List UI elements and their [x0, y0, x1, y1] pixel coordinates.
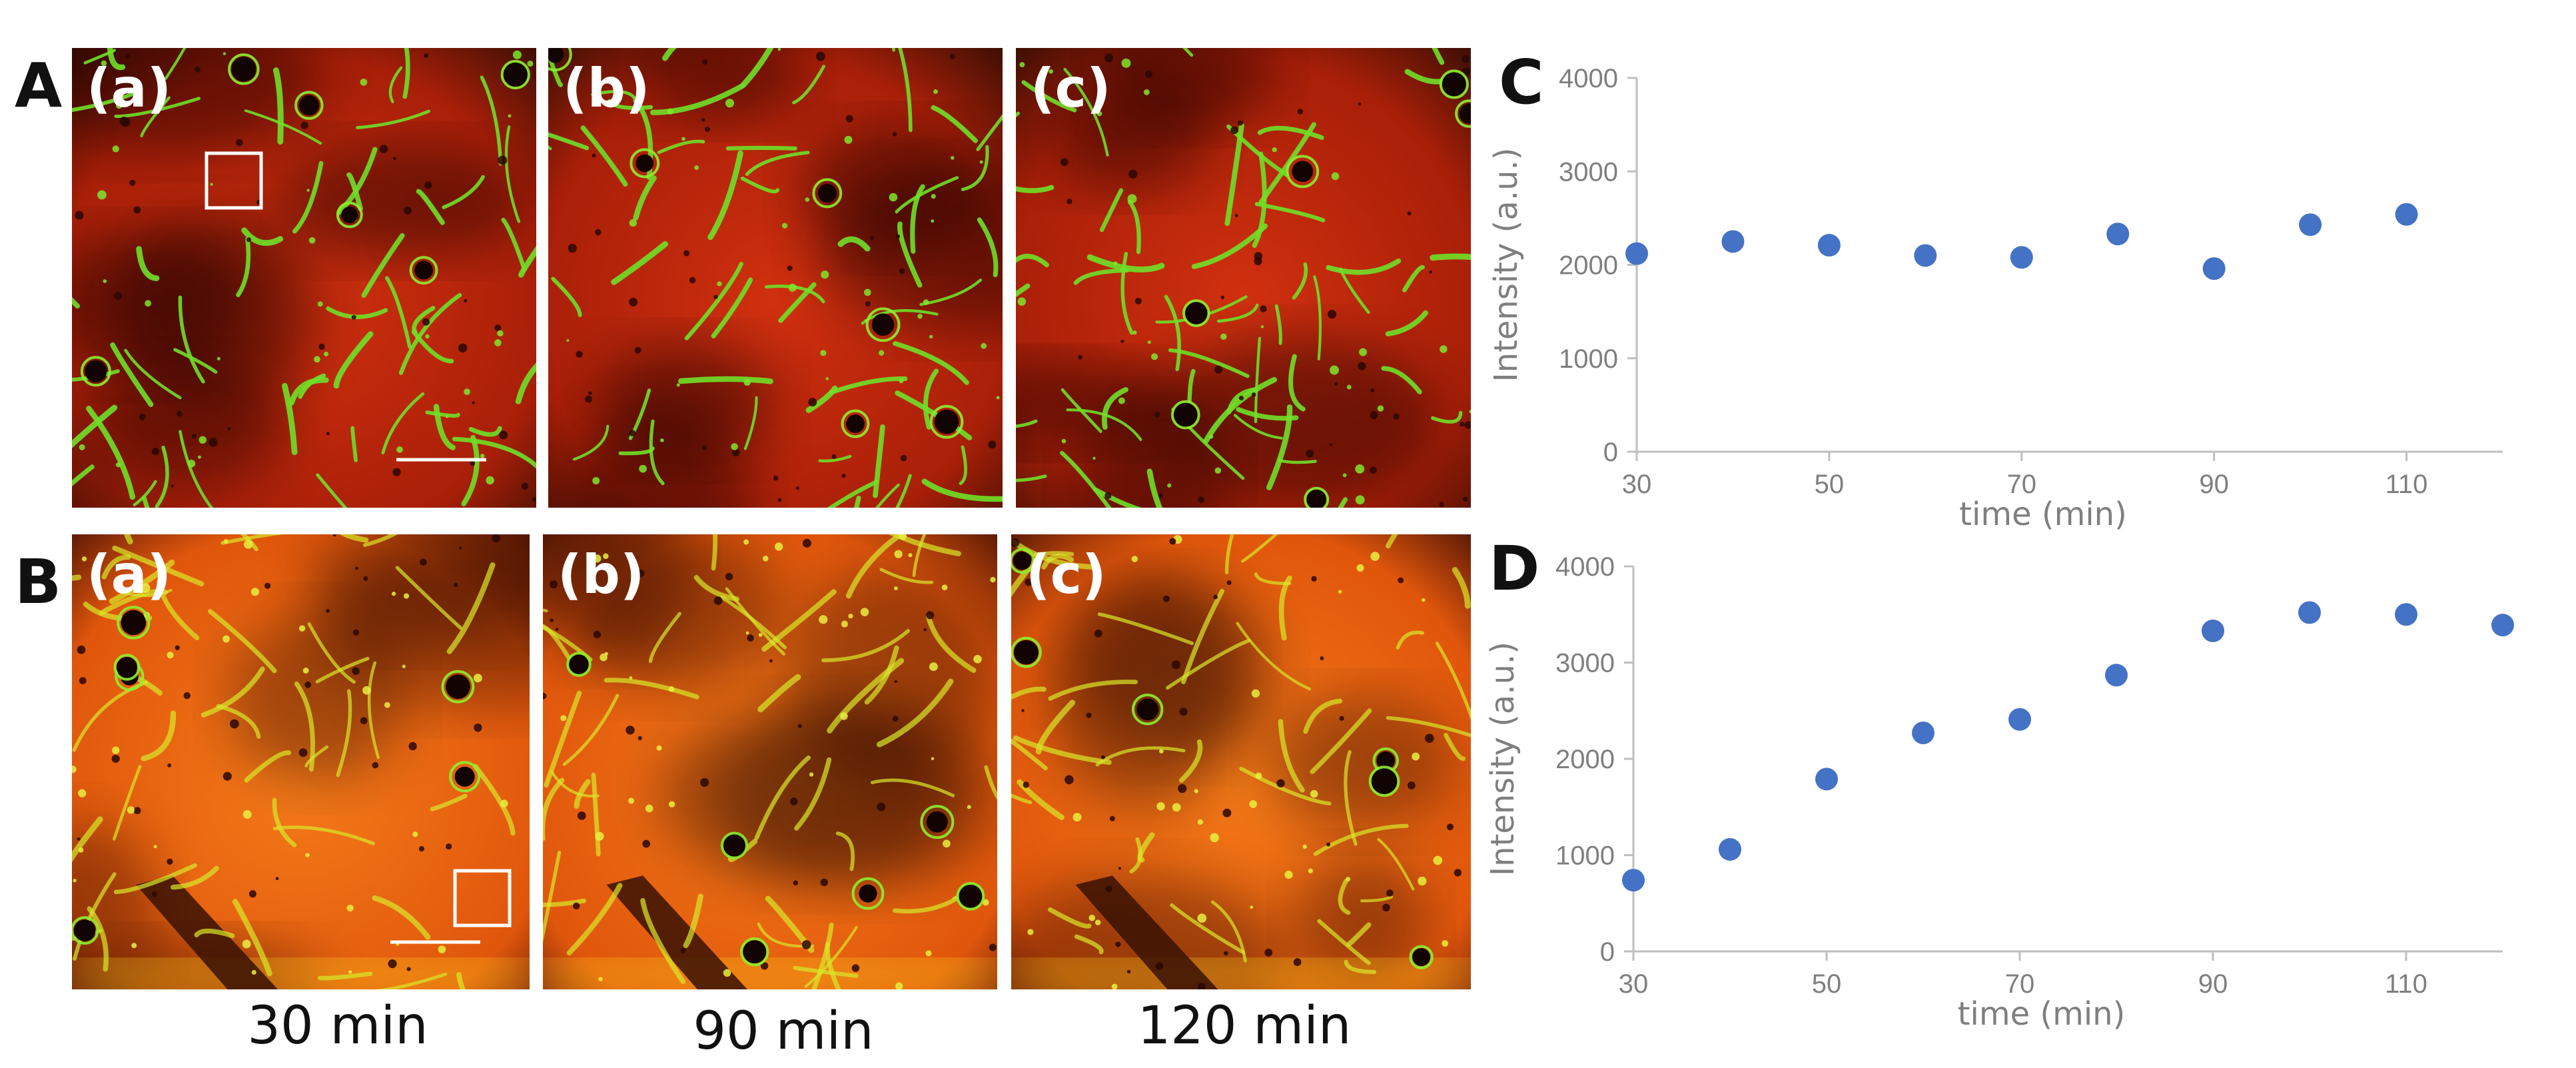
micrograph-texture	[1011, 534, 1471, 989]
sub-label-a-c: (c)	[1031, 57, 1111, 119]
data-point	[2010, 246, 2033, 269]
micrograph-texture	[72, 48, 536, 508]
micrograph-texture	[543, 534, 997, 989]
x-tick-label: 90	[2198, 969, 2228, 999]
data-point	[1719, 837, 1741, 861]
x-tick-label: 30	[1619, 969, 1649, 999]
row-label-a: A	[15, 50, 63, 121]
data-point	[2008, 708, 2031, 731]
data-point	[2395, 603, 2417, 626]
sub-label-b-a: (a)	[87, 544, 172, 606]
data-point	[1912, 721, 1934, 744]
x-tick-label: 50	[1815, 470, 1845, 499]
data-point	[2106, 223, 2130, 246]
micrograph-texture	[72, 534, 530, 989]
data-point	[2395, 203, 2418, 226]
roi-box	[453, 869, 512, 927]
y-tick-label: 1000	[1559, 344, 1618, 374]
y-axis-label: Intensity (a.u.)	[1484, 642, 1521, 876]
x-tick-label: 110	[2385, 969, 2427, 999]
x-axis-label: time (min)	[1959, 496, 2127, 533]
micrograph-a-120min: (c)	[1016, 48, 1471, 508]
time-label-90min: 90 min	[693, 1001, 874, 1061]
sub-label-a-a: (a)	[87, 57, 172, 119]
data-point	[1625, 242, 1648, 265]
x-tick-label: 110	[2385, 470, 2428, 499]
micrograph-a-90min: (b)	[548, 48, 1003, 508]
x-tick-label: 70	[2007, 470, 2037, 499]
y-tick-label: 2000	[1559, 251, 1618, 280]
y-tick-label: 0	[1603, 438, 1618, 467]
data-point	[2298, 601, 2321, 624]
micrograph-texture	[1016, 48, 1471, 508]
row-label-b: B	[15, 546, 62, 618]
x-tick-label: 70	[2005, 969, 2035, 999]
x-tick-label: 30	[1622, 470, 1652, 499]
x-axis-label: time (min)	[1958, 995, 2126, 1033]
data-point	[2202, 619, 2224, 642]
y-tick-label: 2000	[1555, 745, 1615, 774]
x-tick-label: 90	[2199, 470, 2229, 499]
data-point	[1815, 768, 1838, 791]
micrograph-b-30min: (a)	[72, 534, 530, 989]
time-label-30min: 30 min	[247, 996, 428, 1056]
data-point	[2491, 614, 2514, 637]
y-tick-label: 4000	[1559, 64, 1618, 93]
data-point	[2105, 664, 2128, 687]
sub-label-b-c: (c)	[1026, 544, 1106, 606]
panel-label-d: D	[1489, 533, 1540, 604]
sub-label-a-b: (b)	[563, 57, 650, 119]
sub-label-b-b: (b)	[558, 544, 645, 606]
y-tick-label: 3000	[1555, 649, 1615, 678]
y-tick-label: 4000	[1555, 552, 1615, 582]
micrograph-b-120min: (c)	[1011, 534, 1471, 989]
data-point	[1817, 234, 1841, 257]
time-label-120min: 120 min	[1137, 996, 1352, 1056]
y-tick-label: 1000	[1555, 841, 1615, 871]
y-tick-label: 0	[1600, 937, 1615, 967]
micrograph-texture	[548, 48, 1003, 508]
data-point	[2202, 257, 2226, 280]
micrograph-b-90min: (b)	[543, 534, 997, 989]
roi-box	[205, 151, 263, 210]
data-point	[1622, 869, 1645, 892]
data-point	[2299, 213, 2322, 237]
y-tick-label: 3000	[1559, 157, 1618, 187]
micrograph-a-30min: (a)	[72, 48, 536, 508]
data-point	[1914, 244, 1937, 267]
data-point	[1721, 230, 1745, 253]
y-axis-label: Intensity (a.u.)	[1488, 148, 1525, 382]
x-tick-label: 50	[1812, 969, 1842, 999]
panel-label-c: C	[1499, 47, 1544, 118]
